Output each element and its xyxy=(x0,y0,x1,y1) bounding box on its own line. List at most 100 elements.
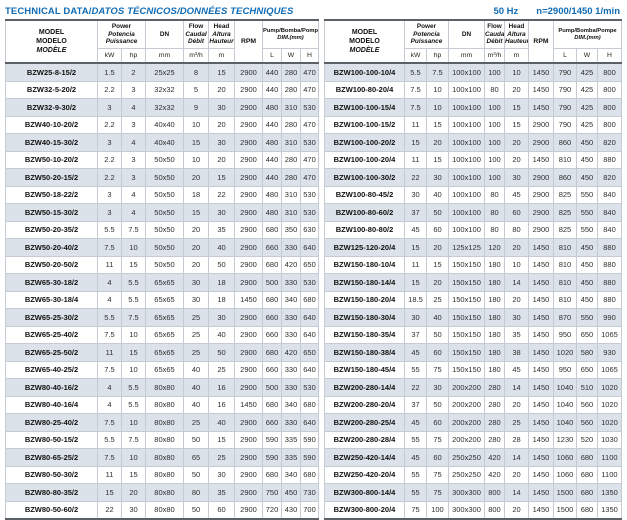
value-cell: 10 xyxy=(121,325,146,344)
table-row: BZW150-180-14/4 15 20 150x150 180 14 1450 810 45… xyxy=(323,273,623,292)
model-cell: BZW150-180-35/4 xyxy=(323,325,405,344)
value-cell: 5.5 xyxy=(121,290,146,309)
value-cell: 1450 xyxy=(527,430,554,449)
value-cell: 80 xyxy=(483,203,505,222)
value-cell: 125x125 xyxy=(447,238,485,257)
col-header-model: MODEL MODELO MODÈLE xyxy=(323,19,405,64)
value-cell: 1060 xyxy=(552,465,577,484)
value-cell: 200x200 xyxy=(447,395,485,414)
value-cell: 20 xyxy=(503,150,529,169)
value-cell: 7.5 xyxy=(403,80,427,99)
value-cell: 50x50 xyxy=(145,255,184,274)
table-row: BZW125-120-20/4 15 20 125x125 120 20 1450 810 45… xyxy=(323,238,623,257)
value-cell: 630 xyxy=(299,220,320,239)
value-cell: 15 xyxy=(403,133,427,152)
value-cell: 820 xyxy=(596,133,623,152)
value-cell: 100 xyxy=(425,500,449,520)
value-cell: 20 xyxy=(425,238,449,257)
value-cell: 590 xyxy=(262,448,282,467)
table-row: BZW200-280-25/4 45 60 200x200 280 25 1450 1040 5… xyxy=(323,413,623,432)
header-label: Power xyxy=(111,23,132,31)
value-cell: 810 xyxy=(552,150,577,169)
value-cell: 1450 xyxy=(527,360,554,379)
value-cell: 825 xyxy=(552,220,577,239)
table-row: BZW32-5-20/2 2.2 3 32x32 5 20 2900 440 280 470 xyxy=(5,80,320,99)
unit-hp: hp xyxy=(425,48,449,64)
table-row: BZW100-100-15/4 7.5 10 100x100 100 15 1450 790 4… xyxy=(323,98,623,117)
value-cell: 2.2 xyxy=(97,150,122,169)
value-cell: 1060 xyxy=(552,448,577,467)
value-cell: 20 xyxy=(208,80,235,99)
value-cell: 80x80 xyxy=(145,500,184,520)
table-row: BZW100-80-20/4 7.5 10 100x100 80 20 1450 790 425… xyxy=(323,80,623,99)
model-cell: BZW50-15-30/2 xyxy=(5,203,98,222)
col-header-head: Head Altura Hauteur xyxy=(503,19,529,49)
value-cell: 2900 xyxy=(527,133,554,152)
table-row: BZW65-25-50/2 11 15 65x65 25 50 2900 680 420 650 xyxy=(5,343,320,362)
value-cell: 480 xyxy=(262,203,282,222)
table-row: BZW300-800-14/4 55 75 300x300 800 14 1450 1500 6… xyxy=(323,483,623,502)
value-cell: 650 xyxy=(299,343,320,362)
value-cell: 100 xyxy=(483,133,505,152)
header-label: Altura xyxy=(507,30,526,38)
value-cell: 1.5 xyxy=(97,62,122,82)
value-cell: 7.5 xyxy=(121,308,146,327)
value-cell: 590 xyxy=(299,430,320,449)
model-cell: BZW25-8-15/2 xyxy=(5,62,98,82)
table-row: BZW65-25-30/2 5.5 7.5 65x65 25 30 2900 660 330 64… xyxy=(5,308,320,327)
model-cell: BZW50-20-40/2 xyxy=(5,238,98,257)
value-cell: 80x80 xyxy=(145,430,184,449)
value-cell: 4 xyxy=(121,203,146,222)
value-cell: 2.2 xyxy=(97,115,122,134)
page-title: TECHNICAL DATA/DATOS TÉCNICOS/DONNÉES TE… xyxy=(5,6,293,17)
value-cell: 20 xyxy=(503,395,529,414)
table-row: BZW80-50-60/2 22 30 80x80 50 60 2900 720 430 700 xyxy=(5,500,320,520)
value-cell: 80 xyxy=(483,220,505,239)
model-cell: BZW125-120-20/4 xyxy=(323,238,405,257)
value-cell: 950 xyxy=(552,360,577,379)
value-cell: 30 xyxy=(208,203,235,222)
header-label: RPM xyxy=(240,38,257,45)
value-cell: 440 xyxy=(262,150,282,169)
value-cell: 250x250 xyxy=(447,448,485,467)
value-cell: 5.5 xyxy=(121,395,146,414)
value-cell: 15 xyxy=(425,150,449,169)
value-cell: 860 xyxy=(552,168,577,187)
value-cell: 810 xyxy=(552,255,577,274)
col-header-power: Power Potencia Puissance xyxy=(403,19,449,49)
value-cell: 18 xyxy=(183,185,209,204)
value-cell: 10 xyxy=(183,115,209,134)
value-cell: 15 xyxy=(183,203,209,222)
value-cell: 65x65 xyxy=(145,325,184,344)
value-cell: 15 xyxy=(121,465,146,484)
value-cell: 530 xyxy=(299,133,320,152)
value-cell: 2900 xyxy=(234,483,263,502)
value-cell: 30 xyxy=(183,273,209,292)
value-cell: 330 xyxy=(281,360,301,379)
value-cell: 20 xyxy=(503,80,529,99)
value-cell: 4 xyxy=(97,273,122,292)
value-cell: 28 xyxy=(503,430,529,449)
value-cell: 2900 xyxy=(234,360,263,379)
value-cell: 60 xyxy=(425,448,449,467)
value-cell: 590 xyxy=(299,448,320,467)
value-cell: 1020 xyxy=(552,343,577,362)
value-cell: 660 xyxy=(262,325,282,344)
value-cell: 30 xyxy=(503,168,529,187)
model-cell: BZW100-80-80/2 xyxy=(323,220,405,239)
value-cell: 15 xyxy=(425,255,449,274)
model-cell: BZW80-65-25/2 xyxy=(5,448,98,467)
value-cell: 790 xyxy=(552,62,577,82)
value-cell: 3 xyxy=(97,133,122,152)
value-cell: 80 xyxy=(183,483,209,502)
value-cell: 5 xyxy=(183,80,209,99)
value-cell: 680 xyxy=(299,290,320,309)
header-label: Head xyxy=(213,23,230,31)
value-cell: 640 xyxy=(299,413,320,432)
value-cell: 40 xyxy=(208,325,235,344)
value-cell: 700 xyxy=(299,500,320,520)
value-cell: 55 xyxy=(403,483,427,502)
value-cell: 1450 xyxy=(527,290,554,309)
value-cell: 45 xyxy=(503,360,529,379)
value-cell: 16 xyxy=(208,395,235,414)
